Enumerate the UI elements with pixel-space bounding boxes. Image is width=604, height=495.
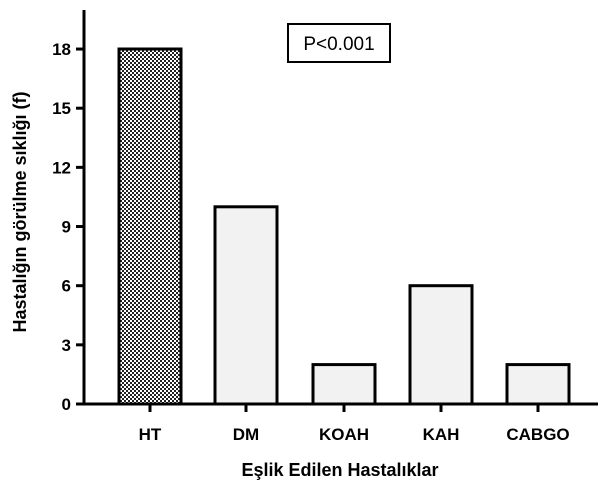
- y-tick-label: 3: [62, 336, 71, 355]
- y-tick-label: 18: [52, 40, 71, 59]
- bars-layer: [117, 47, 571, 406]
- y-axis-title: Hastalığın görülme sıklığı (f): [10, 91, 30, 332]
- y-tick-label: 6: [62, 277, 71, 296]
- y-tick-label: 0: [62, 395, 71, 414]
- y-tick-label: 15: [52, 99, 71, 118]
- p-value-text: P<0.001: [303, 34, 374, 55]
- x-tick-label-dm: DM: [233, 425, 259, 444]
- x-axis-title: Eşlik Edilen Hastalıklar: [241, 460, 438, 480]
- bar-dm: [213, 205, 279, 406]
- y-tick-label: 12: [52, 158, 71, 177]
- p-value-box: P<0.001: [287, 23, 391, 63]
- x-tick-label-koah: KOAH: [319, 425, 369, 444]
- bar-ht: [117, 47, 183, 406]
- x-tick-label-cabgo: CABGO: [506, 425, 569, 444]
- bar-kah: [408, 284, 474, 406]
- y-axis: 0 3 6 9 12 15 18: [52, 10, 86, 414]
- bar-koah: [311, 363, 377, 406]
- x-tick-label-ht: HT: [139, 425, 162, 444]
- bar-cabgo: [505, 363, 571, 406]
- x-tick-label-kah: KAH: [423, 425, 460, 444]
- x-axis: HT DM KOAH KAH CABGO: [82, 402, 598, 444]
- y-tick-label: 9: [62, 218, 71, 237]
